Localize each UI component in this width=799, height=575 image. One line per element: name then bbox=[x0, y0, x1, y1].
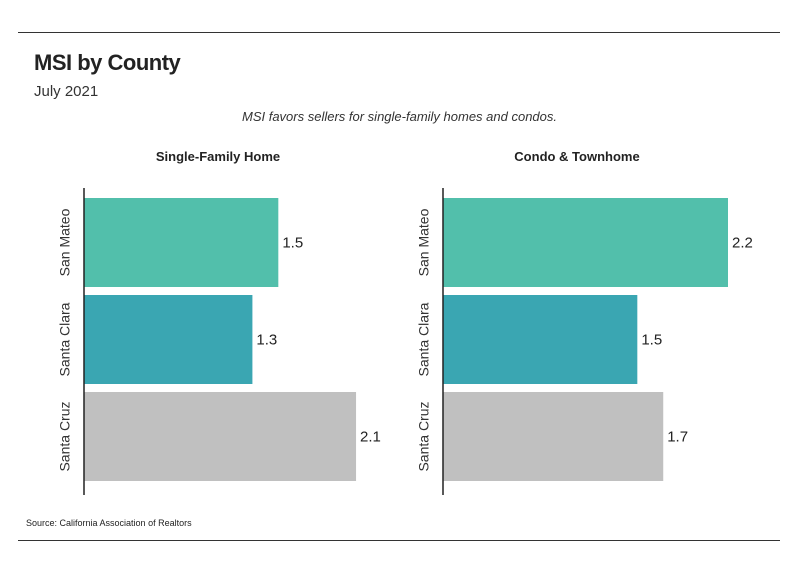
bar-condo-santa-clara bbox=[443, 295, 638, 384]
data-label-condo-san-mateo: 2.2 bbox=[732, 235, 753, 252]
bar-condo-santa-cruz bbox=[443, 392, 664, 481]
data-label-condo-santa-clara: 1.5 bbox=[641, 332, 662, 349]
bar-single-family-santa-clara bbox=[84, 295, 253, 384]
category-label-single-family-san-mateo: San Mateo bbox=[57, 208, 73, 276]
bottom-rule bbox=[18, 540, 780, 541]
category-label-condo-santa-clara: Santa Clara bbox=[416, 302, 432, 376]
bar-single-family-santa-cruz bbox=[84, 392, 357, 481]
top-rule bbox=[18, 32, 780, 33]
bar-single-family-san-mateo bbox=[84, 198, 279, 287]
category-label-single-family-santa-cruz: Santa Cruz bbox=[57, 401, 73, 471]
panel-title-condo: Condo & Townhome bbox=[514, 149, 640, 164]
data-label-condo-santa-cruz: 1.7 bbox=[667, 429, 688, 446]
chart-title: MSI by County bbox=[34, 50, 181, 75]
data-label-single-family-santa-cruz: 2.1 bbox=[360, 429, 381, 446]
bar-condo-san-mateo bbox=[443, 198, 728, 287]
data-label-single-family-santa-clara: 1.3 bbox=[256, 332, 277, 349]
data-label-single-family-san-mateo: 1.5 bbox=[282, 235, 303, 252]
category-label-condo-san-mateo: San Mateo bbox=[416, 208, 432, 276]
chart-subtitle: MSI favors sellers for single-family hom… bbox=[241, 109, 557, 124]
panel-title-single-family: Single-Family Home bbox=[155, 149, 281, 164]
chart-date: July 2021 bbox=[34, 83, 99, 100]
category-label-single-family-santa-clara: Santa Clara bbox=[57, 302, 73, 376]
source-note: Source: California Association of Realto… bbox=[26, 518, 192, 528]
category-label-condo-santa-cruz: Santa Cruz bbox=[416, 401, 432, 471]
